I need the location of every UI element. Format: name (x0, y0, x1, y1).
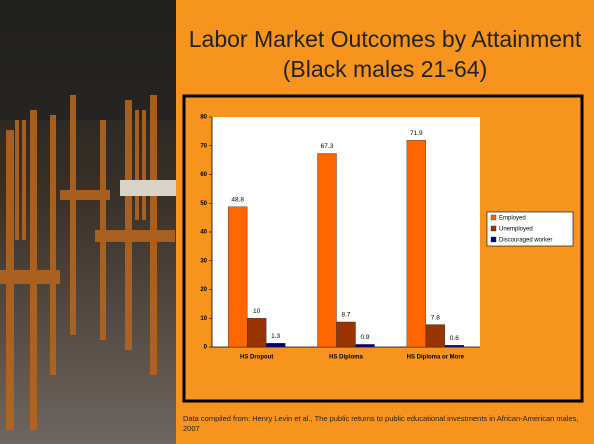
source-note: Data compiled from: Henry Levin et al., … (183, 414, 579, 433)
y-tick-label: 10 (200, 316, 207, 322)
y-tick-label: 60 (200, 172, 207, 178)
bar (246, 318, 267, 348)
chart-title: Labor Market Outcomes by Attainment (Bla… (188, 26, 582, 82)
y-tick-label: 40 (200, 230, 207, 236)
y-tick-label: 50 (200, 201, 207, 207)
bar (425, 324, 446, 348)
y-tick-label: 20 (200, 287, 207, 293)
bar (265, 343, 286, 348)
legend-label: Discouraged worker (499, 238, 552, 244)
legend-label: Unemployed (499, 227, 533, 233)
x-tick-label: HS Dropout (240, 355, 273, 361)
bar (355, 344, 375, 348)
y-tick-label: 0 (204, 345, 208, 351)
bar (336, 321, 356, 348)
chart: 0 10 20 30 40 50 60 70 80 HS Dropout 48.8 10 1.3 HS D… (200, 115, 552, 361)
plot-area (212, 117, 480, 347)
y-tick-label: 30 (200, 258, 207, 264)
bar (227, 206, 248, 348)
y-tick-label: 80 (200, 115, 207, 121)
classroom-photo (0, 0, 176, 444)
value-label: 48.8 (231, 196, 244, 203)
value-label: 7.8 (431, 314, 440, 321)
x-tick-label: HS Diploma (329, 355, 363, 361)
legend-swatch (490, 214, 497, 221)
value-label: 67.3 (321, 143, 334, 150)
value-label: 71.9 (410, 130, 423, 137)
bar (406, 140, 427, 348)
x-tick-label: HS Diploma or More (407, 355, 465, 361)
bar (444, 345, 465, 348)
value-label: 0.6 (450, 335, 459, 342)
value-label: 10 (253, 308, 261, 315)
legend-swatch (490, 236, 497, 243)
legend-swatch (490, 225, 497, 232)
value-label: 1.3 (271, 333, 280, 340)
legend-label: Employed (499, 216, 526, 222)
value-label: 8.7 (341, 312, 350, 319)
value-label: 0.9 (360, 334, 369, 341)
legend-box (486, 211, 574, 247)
y-tick-label: 70 (200, 143, 207, 149)
bar (317, 153, 337, 348)
